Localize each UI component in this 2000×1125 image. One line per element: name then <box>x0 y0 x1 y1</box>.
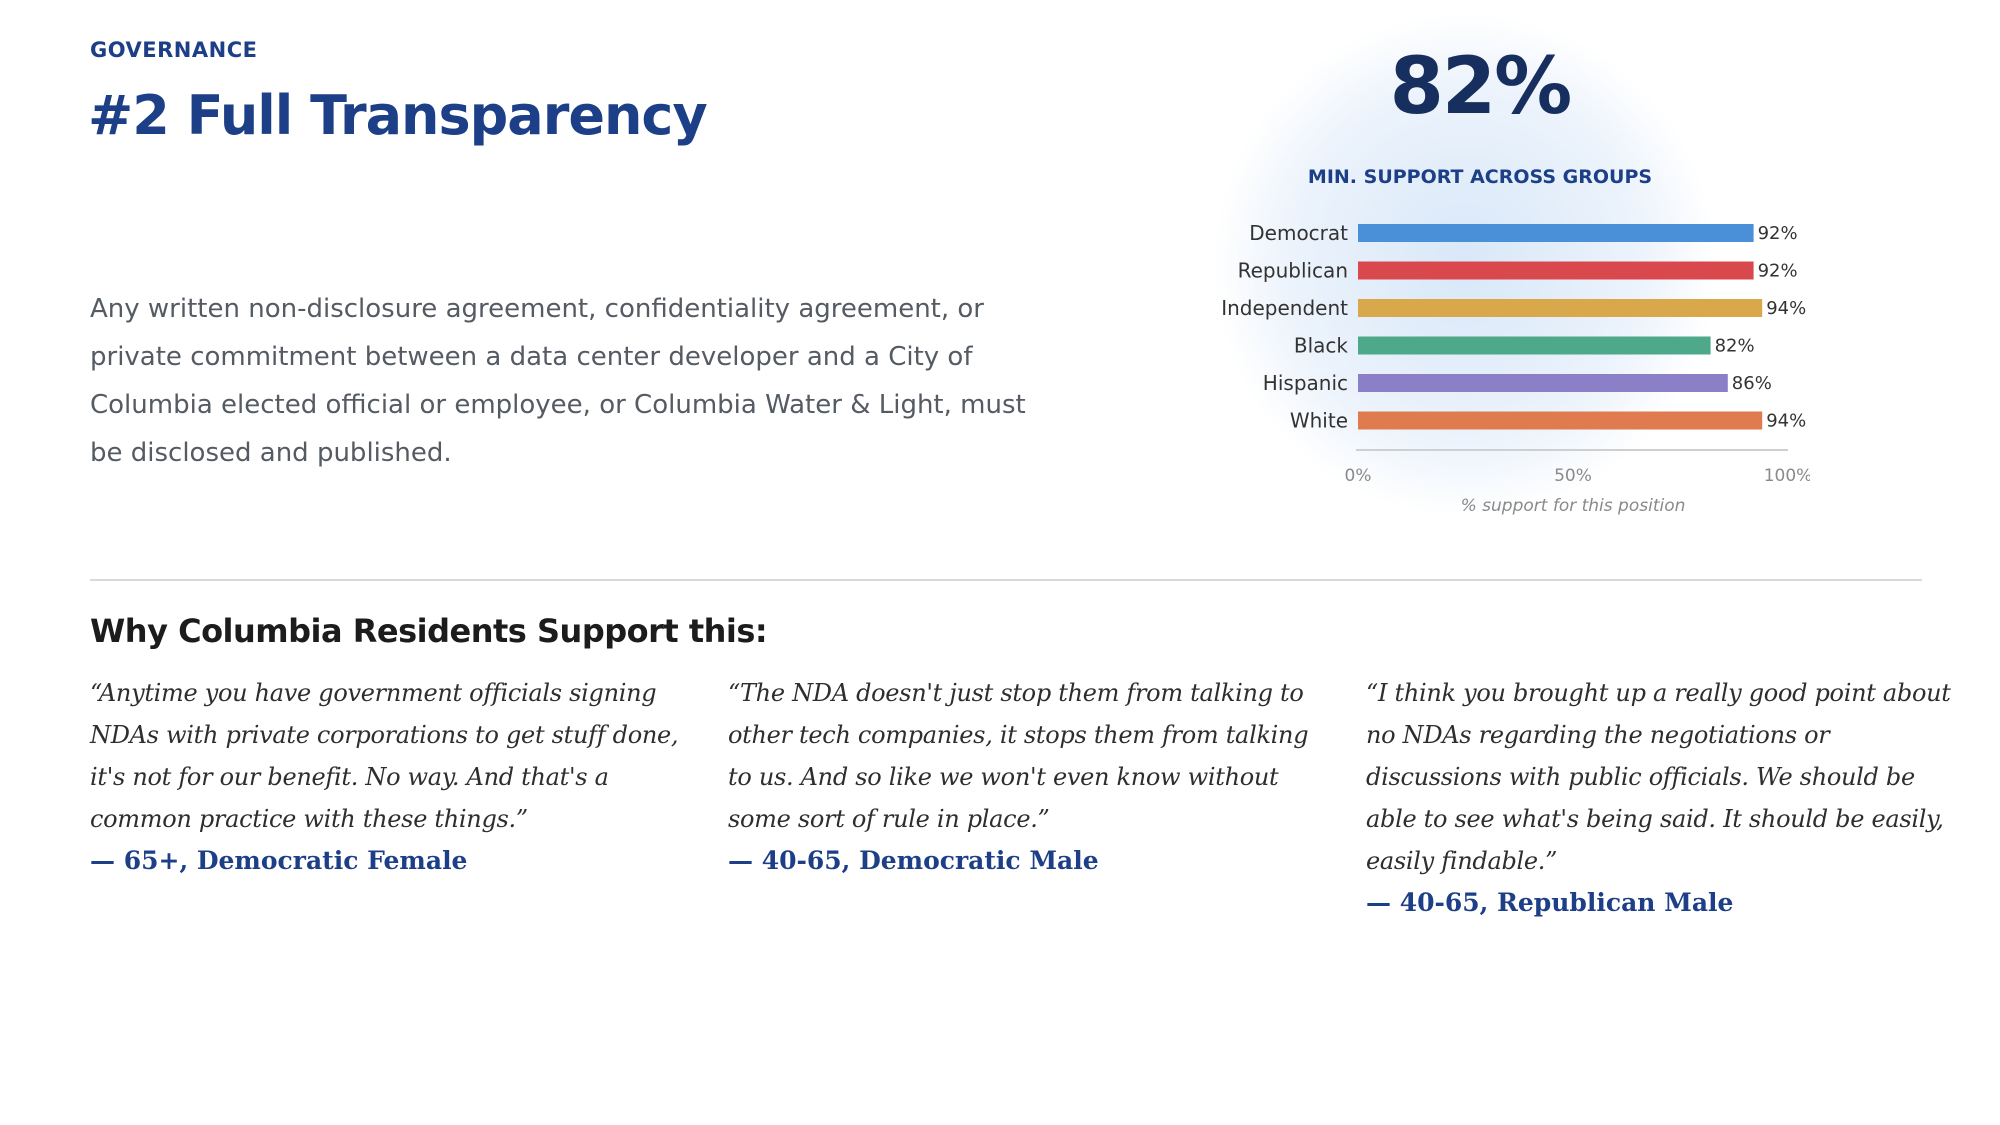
category-label: Republican <box>1238 259 1348 283</box>
bar <box>1358 299 1763 317</box>
bar <box>1358 261 1754 280</box>
tick-label: 50% <box>1554 466 1592 486</box>
bar <box>1358 374 1728 392</box>
bar <box>1358 336 1711 355</box>
quote-attribution: — 40-65, Democratic Male <box>728 846 1099 875</box>
quote-attribution: — 65+, Democratic Female <box>90 846 468 875</box>
category-label: Black <box>1294 334 1349 358</box>
data-label: 86% <box>1732 373 1772 394</box>
data-label: 92% <box>1758 261 1798 282</box>
position-description: Any written non-disclosure agreement, co… <box>90 294 1026 468</box>
bar <box>1358 224 1754 242</box>
quote-text: “I think you brought up a really good po… <box>1366 679 1951 875</box>
quote-attribution: — 40-65, Republican Male <box>1366 888 1734 917</box>
data-label: 92% <box>1758 223 1798 244</box>
quote-text: “Anytime you have government officials s… <box>90 679 679 833</box>
category-label: Independent <box>1221 296 1348 320</box>
quote-text: “The NDA doesn't just stop them from tal… <box>728 679 1309 833</box>
category-label: Democrat <box>1249 221 1348 245</box>
quote-card: “I think you brought up a really good po… <box>1366 672 1961 924</box>
min-support-value: 82% <box>1389 42 1573 132</box>
support-bar-chart: Democrat 92% Republican 92% Independent 94% Bl… <box>1221 221 1810 516</box>
page-title: #2 Full Transparency <box>88 84 708 147</box>
chart-bars: Democrat 92% Republican 92% Independent 94% Bl… <box>1221 221 1806 433</box>
quote-card: “Anytime you have government officials s… <box>90 672 685 882</box>
data-label: 82% <box>1715 336 1755 357</box>
data-label: 94% <box>1766 411 1806 432</box>
x-axis-ticks: 0% 50% 100% <box>1345 466 1810 486</box>
section-eyebrow: GOVERNANCE <box>90 38 258 62</box>
min-support-label: MIN. SUPPORT ACROSS GROUPS <box>1307 166 1653 188</box>
section-divider <box>90 579 1922 581</box>
tick-label: 0% <box>1345 466 1372 486</box>
data-label: 94% <box>1766 298 1806 319</box>
bar <box>1358 411 1763 430</box>
quote-card: “The NDA doesn't just stop them from tal… <box>728 672 1323 882</box>
x-axis-label: % support for this position <box>1461 496 1686 516</box>
tick-label: 100% <box>1764 466 1810 486</box>
category-label: White <box>1290 409 1348 433</box>
why-heading: Why Columbia Residents Support this: <box>90 612 768 650</box>
category-label: Hispanic <box>1263 371 1348 395</box>
